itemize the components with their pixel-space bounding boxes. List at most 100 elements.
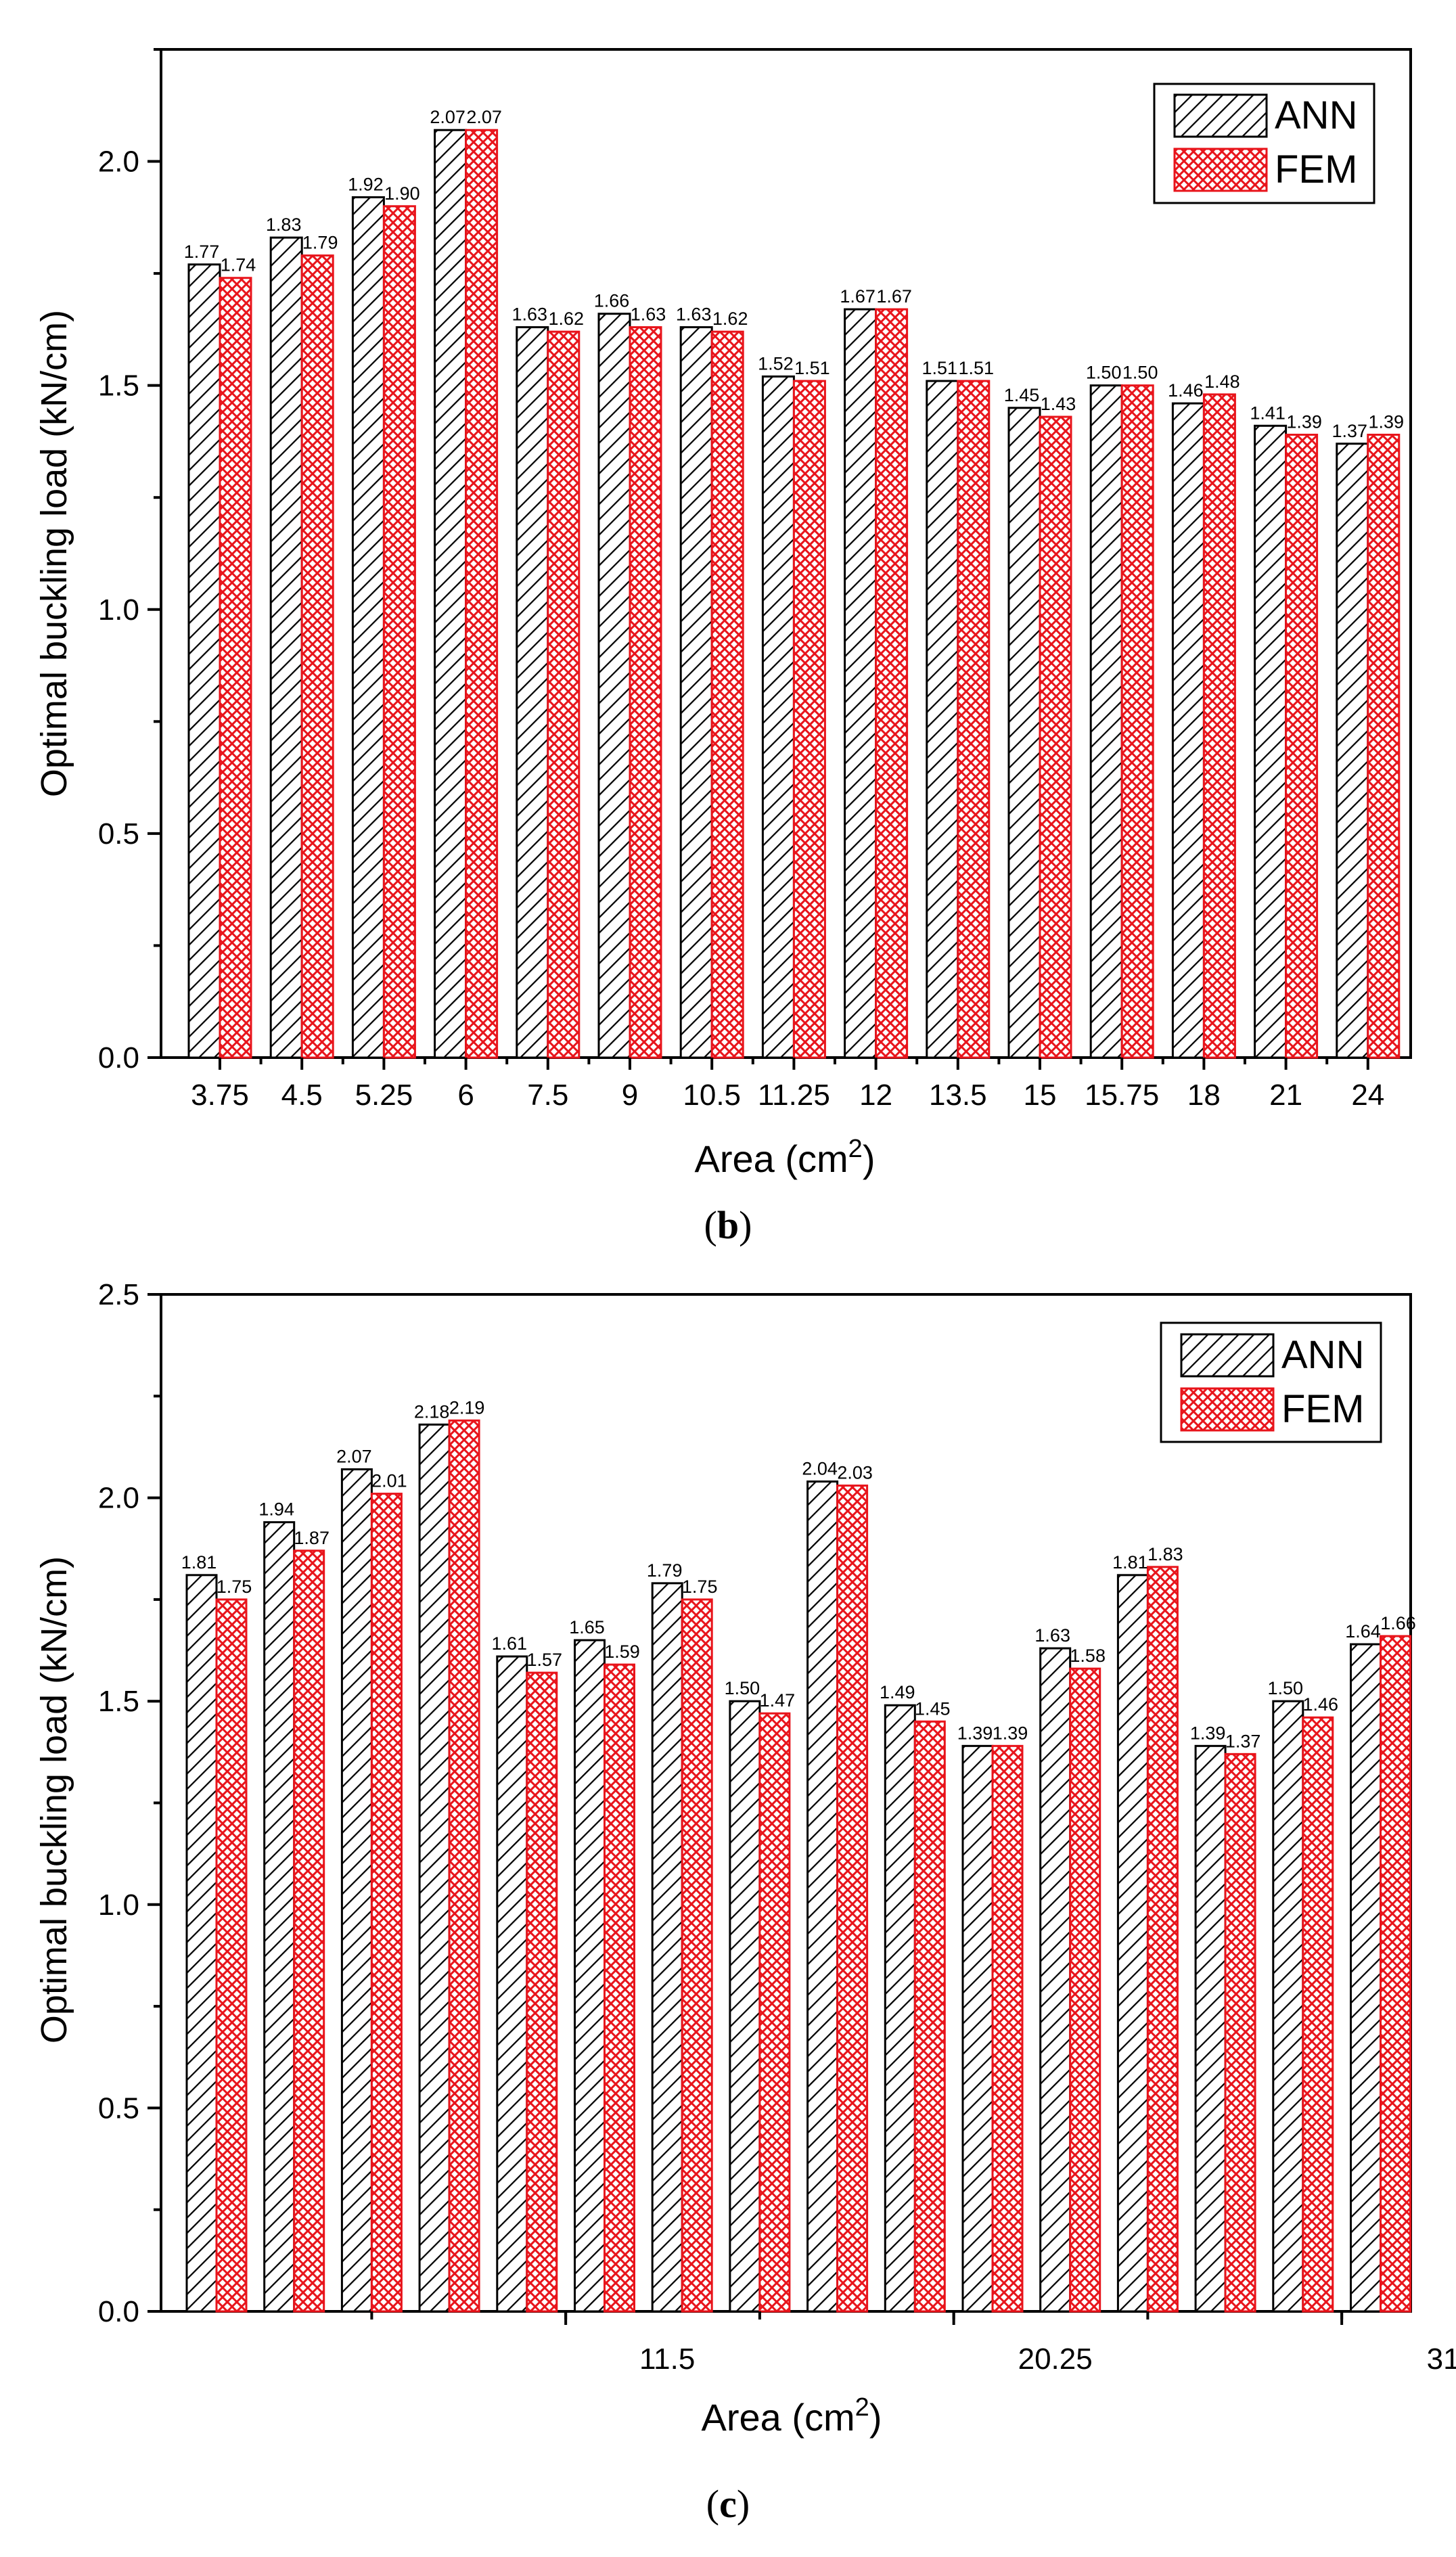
- x-tick-label: 10.5: [683, 1079, 741, 1112]
- bar-fem: [293, 1549, 325, 2313]
- bar-ann: [1272, 1700, 1304, 2313]
- bar-fem: [215, 1598, 248, 2313]
- value-label-ann: 1.39: [957, 1723, 993, 1743]
- caption-open-paren: (: [704, 1203, 717, 1247]
- value-labels: 1.771.741.831.791.92 1.902.07 2.071.63 1.62…: [184, 107, 1404, 441]
- bar-fem: [681, 1598, 713, 2313]
- legend: ANN FEM: [1153, 83, 1375, 204]
- bar-fem: [1069, 1667, 1101, 2313]
- bar-ann: [516, 326, 549, 1059]
- bars-group: [187, 129, 1401, 1059]
- value-label-fem: 1.57: [527, 1650, 563, 1670]
- value-label-ann: 1.65: [569, 1617, 605, 1637]
- y-tick-label: 1.5: [98, 1685, 139, 1718]
- value-label-fem: 1.51: [794, 358, 830, 378]
- x-axis-label-close: ): [869, 2396, 882, 2439]
- bar-fem: [604, 1663, 635, 2313]
- bar-ann: [844, 308, 878, 1059]
- y-tick-label: 0.5: [98, 2091, 139, 2125]
- bar-ann: [806, 1480, 839, 2313]
- legend-label-fem: FEM: [1281, 1387, 1364, 1431]
- legend-label-ann: ANN: [1275, 93, 1357, 137]
- value-label-fem: 2.07: [466, 107, 502, 127]
- x-axis: 11.5 20.25 31: [370, 2311, 1456, 2376]
- caption-letter: b: [717, 1203, 739, 1247]
- value-label-fem: 1.62: [712, 309, 748, 329]
- value-label-ann: 1.63: [512, 304, 548, 325]
- y-tick-label: 2.0: [98, 145, 139, 179]
- bar-fem: [219, 277, 252, 1059]
- value-label-fem: 1.48: [1204, 371, 1240, 392]
- bar-fem: [1367, 434, 1401, 1059]
- value-label-ann: 2.07: [336, 1447, 372, 1467]
- bar-fem: [1146, 1566, 1179, 2313]
- value-label-ann: 2.04: [802, 1459, 838, 1479]
- bar-ann: [761, 375, 795, 1059]
- x-tick-label: 18: [1187, 1079, 1221, 1112]
- bar-ann: [884, 1704, 916, 2313]
- x-tick-label: 9: [622, 1079, 638, 1112]
- x-tick-label: 7.5: [527, 1079, 568, 1112]
- bar-fem: [629, 326, 662, 1059]
- bar-fem: [448, 1419, 480, 2313]
- x-axis-label-text: Area (cm: [695, 1137, 848, 1180]
- bar-ann: [926, 380, 959, 1059]
- value-label-ann: 2.07: [430, 107, 465, 127]
- value-label-ann: 1.52: [758, 353, 794, 374]
- bar-fem: [1202, 393, 1236, 1059]
- bar-fem: [1224, 1752, 1256, 2313]
- value-label-fem: 1.66: [1380, 1613, 1416, 1633]
- value-label-fem: 1.47: [760, 1690, 796, 1711]
- x-axis: 3.75 4.5 5.25 6 7.5 9 10.5 11.25 12 13.5 15 15.75 18…: [191, 1058, 1384, 1112]
- bar-ann: [651, 1582, 683, 2313]
- x-tick-label: 6: [457, 1079, 474, 1112]
- bar-ann: [1039, 1647, 1072, 2313]
- bar-fem: [710, 330, 744, 1059]
- bar-ann: [961, 1744, 994, 2313]
- y-axis: 0.0 0.5 1.0 1.5 2.0 2.5: [98, 1278, 161, 2328]
- x-axis-label: Area (cm2): [702, 2393, 882, 2439]
- value-label-ann: 1.83: [266, 214, 302, 235]
- bar-fem: [957, 380, 991, 1059]
- bar-ann: [729, 1700, 761, 2313]
- value-label-fem: 1.62: [549, 309, 585, 329]
- x-tick-label: 12: [859, 1079, 892, 1112]
- value-label-fem: 1.51: [959, 358, 995, 378]
- x-axis-label-text: Area (cm: [702, 2396, 855, 2439]
- value-label-fem: 1.90: [384, 183, 420, 204]
- y-tick-label: 2.0: [98, 1482, 139, 1515]
- y-tick-label: 0.0: [98, 2295, 139, 2328]
- value-label-ann: 1.41: [1250, 403, 1286, 423]
- value-label-fem: 1.75: [217, 1577, 252, 1597]
- value-label-ann: 1.37: [1332, 421, 1368, 441]
- chart-panel-b: 1.771.741.831.791.92 1.902.07 2.071.63 1.62…: [34, 48, 1412, 1247]
- bar-ann: [1194, 1744, 1227, 2313]
- x-tick-label: 3.75: [191, 1079, 249, 1112]
- y-tick-label: 1.0: [98, 593, 139, 627]
- value-label-ann: 1.64: [1345, 1621, 1381, 1642]
- value-label-ann: 1.50: [1086, 363, 1122, 383]
- bar-fem: [758, 1712, 791, 2313]
- value-label-fem: 1.39: [1286, 412, 1322, 432]
- bar-ann: [1171, 402, 1205, 1059]
- y-axis: 0.0 0.5 1.0 1.5 2.0: [98, 48, 161, 1074]
- value-label-fem: 1.67: [876, 286, 912, 307]
- value-label-ann: 1.92: [348, 175, 384, 195]
- value-label-ann: 1.50: [725, 1678, 760, 1698]
- bar-fem: [1285, 434, 1319, 1059]
- value-label-ann: 1.81: [1112, 1552, 1148, 1572]
- value-label-fem: 2.03: [837, 1463, 873, 1483]
- y-tick-label: 1.5: [98, 369, 139, 403]
- panel-caption: (c): [706, 2482, 750, 2526]
- bar-ann: [1254, 424, 1288, 1059]
- bar-ann: [351, 196, 385, 1059]
- y-tick-label: 0.5: [98, 817, 139, 851]
- y-tick-label: 2.5: [98, 1278, 139, 1311]
- caption-letter: c: [719, 2482, 737, 2526]
- value-label-fem: 1.74: [221, 255, 256, 275]
- bar-fem: [836, 1485, 869, 2313]
- value-label-ann: 1.45: [1004, 385, 1040, 405]
- x-axis-label: Area (cm2): [695, 1135, 875, 1180]
- value-label-ann: 1.66: [594, 291, 630, 311]
